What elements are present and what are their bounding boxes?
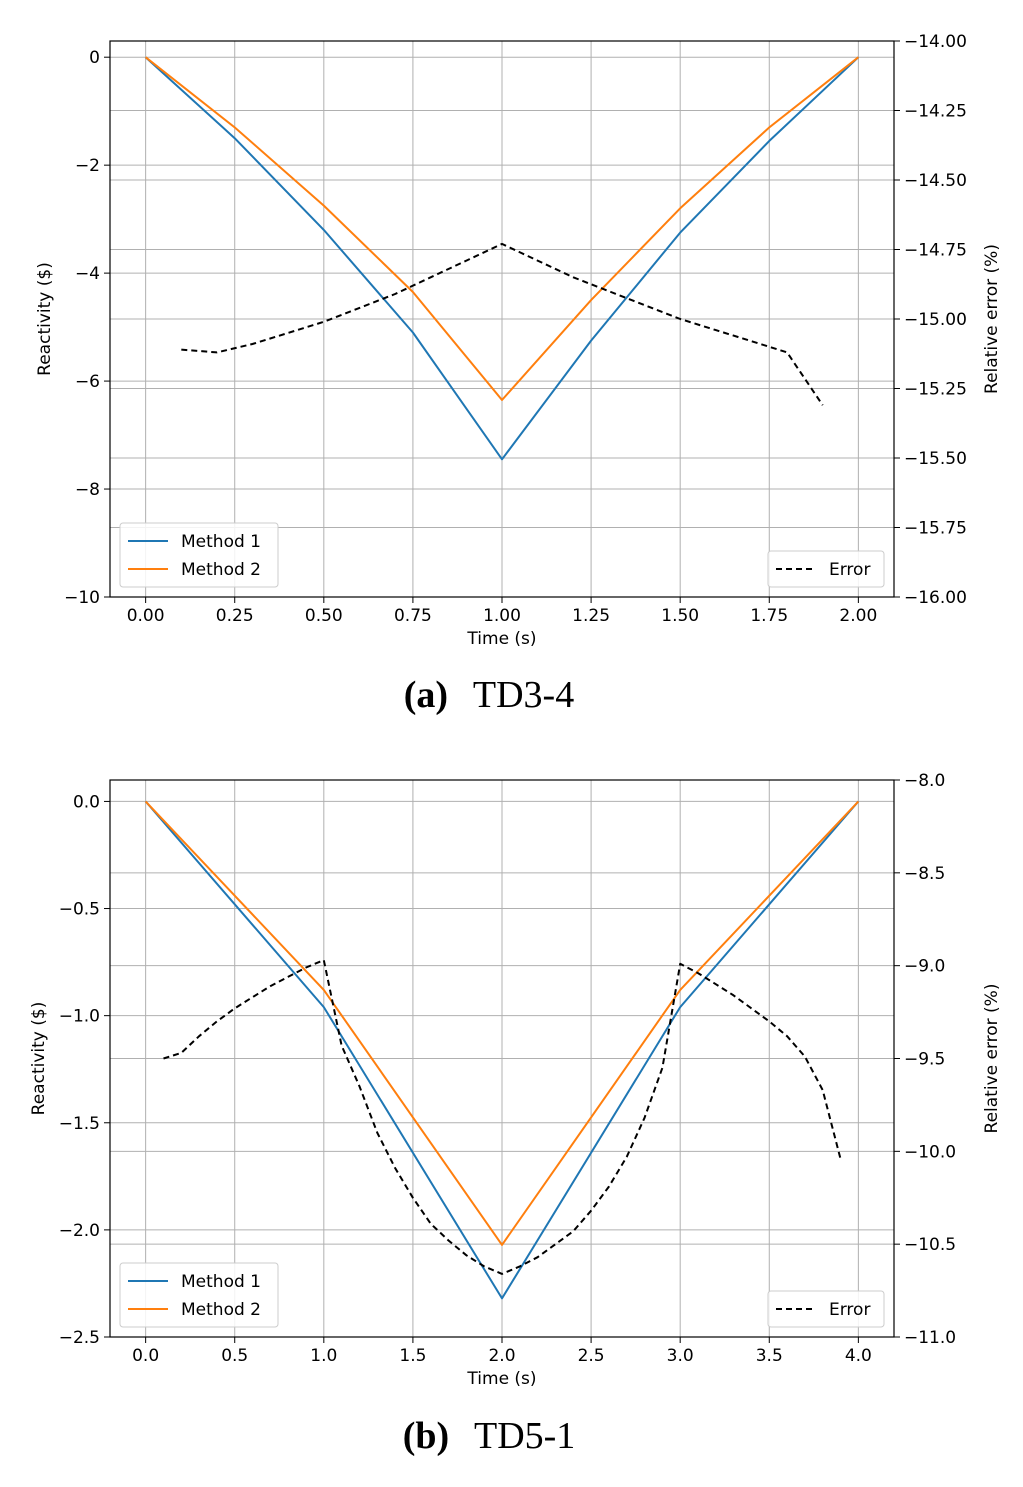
x-tick-label: 3.5 bbox=[756, 1346, 783, 1366]
y-axis-label: Reactivity ($) bbox=[29, 1002, 49, 1116]
x-tick-label: 0.5 bbox=[221, 1346, 248, 1366]
legend-left-box bbox=[119, 522, 279, 588]
legend-left-box bbox=[119, 1262, 279, 1328]
legend-right: Error bbox=[767, 1290, 885, 1328]
series-line-method-2 bbox=[144, 56, 860, 401]
series-line-error bbox=[163, 959, 842, 1275]
series-line-method-1 bbox=[144, 800, 860, 1300]
x-tick-label: 2.0 bbox=[488, 1346, 515, 1366]
y-right-tick-label: −14.50 bbox=[904, 171, 967, 191]
chart-td3-4: 0.00 0.25 0.50 0.75 1.00 1.25 1.50 1.75 2.00 0 −2 −… bbox=[35, 32, 1002, 649]
legend-right-box bbox=[767, 550, 885, 588]
y-tick-label: 0.0 bbox=[73, 792, 100, 812]
x-tick-label: 0.25 bbox=[216, 606, 254, 626]
caption-b: (b) TD5-1 bbox=[403, 1415, 576, 1457]
x-axis-label: Time (s) bbox=[466, 629, 536, 649]
legend-label-error: Error bbox=[829, 1300, 870, 1320]
y-right-tick-label: −15.75 bbox=[904, 519, 967, 539]
caption-b-text: TD5-1 bbox=[474, 1415, 575, 1457]
legend-left: Method 1 Method 2 bbox=[119, 522, 279, 588]
y-right-tick-label: −15.00 bbox=[904, 310, 967, 330]
y-right-tick-label: −8.0 bbox=[904, 771, 945, 791]
y-tick-label: −2.0 bbox=[59, 1221, 100, 1241]
y-tick-label: −1.0 bbox=[59, 1007, 100, 1027]
legend-left: Method 1 Method 2 bbox=[119, 1262, 279, 1328]
y-right-tick-label: −8.5 bbox=[904, 864, 945, 884]
x-tick-label: 0.00 bbox=[127, 606, 165, 626]
x-tick-label: 1.00 bbox=[483, 606, 521, 626]
legend-label-method-2: Method 2 bbox=[181, 1300, 261, 1320]
y-tick-label: −8 bbox=[75, 480, 100, 500]
series-line-method-1 bbox=[144, 56, 860, 461]
x-tick-label: 1.50 bbox=[661, 606, 699, 626]
legend-right-box bbox=[767, 1290, 885, 1328]
y-tick-label: −2.5 bbox=[59, 1328, 100, 1348]
y-right-tick-label: −15.25 bbox=[904, 380, 967, 400]
y-right-tick-label: −9.0 bbox=[904, 957, 945, 977]
legend-label-method-1: Method 1 bbox=[181, 532, 261, 552]
y-right-tick-label: −15.50 bbox=[904, 449, 967, 469]
legend-right: Error bbox=[767, 550, 885, 588]
y-right-tick-label: −11.0 bbox=[904, 1328, 956, 1348]
y-tick-label: −6 bbox=[75, 372, 100, 392]
legend-label-error: Error bbox=[829, 560, 870, 580]
y-tick-label: −10 bbox=[64, 588, 100, 608]
y-right-tick-label: −14.75 bbox=[904, 241, 967, 261]
x-tick-label: 3.0 bbox=[667, 1346, 694, 1366]
y-axis-label: Reactivity ($) bbox=[35, 262, 55, 376]
y-right-tick-label: −14.25 bbox=[904, 102, 967, 122]
y-right-tick-label: −9.5 bbox=[904, 1050, 945, 1070]
series-line-method-2 bbox=[144, 800, 860, 1246]
legend-label-method-2: Method 2 bbox=[181, 560, 261, 580]
caption-a-letter: (a) bbox=[404, 674, 448, 716]
x-axis-label: Time (s) bbox=[466, 1369, 536, 1389]
y-tick-label: −0.5 bbox=[59, 900, 100, 920]
y-tick-label: −2 bbox=[75, 156, 100, 176]
y-right-axis-label: Relative error (%) bbox=[982, 244, 1002, 394]
caption-b-letter: (b) bbox=[403, 1415, 449, 1457]
series-line-error bbox=[181, 242, 824, 406]
y-tick-label: −4 bbox=[75, 264, 100, 284]
x-tick-label: 1.5 bbox=[399, 1346, 426, 1366]
x-tick-label: 0.75 bbox=[394, 606, 432, 626]
legend-label-method-1: Method 1 bbox=[181, 1272, 261, 1292]
x-tick-label: 2.00 bbox=[839, 606, 877, 626]
caption-a-text: TD3-4 bbox=[473, 674, 574, 716]
x-tick-label: 0.50 bbox=[305, 606, 343, 626]
caption-a: (a) TD3-4 bbox=[404, 674, 574, 716]
y-right-tick-label: −14.00 bbox=[904, 32, 967, 52]
y-right-tick-label: −10.5 bbox=[904, 1235, 956, 1255]
x-tick-label: 2.5 bbox=[578, 1346, 605, 1366]
x-tick-label: 0.0 bbox=[132, 1346, 159, 1366]
y-tick-label: −1.5 bbox=[59, 1114, 100, 1134]
x-tick-label: 1.25 bbox=[572, 606, 610, 626]
y-right-tick-label: −10.0 bbox=[904, 1142, 956, 1162]
chart-td5-1: 0.0 0.5 1.0 1.5 2.0 2.5 3.0 3.5 4.0 0.0 −0.5 −1.0 −1… bbox=[29, 771, 1002, 1389]
y-tick-label: 0 bbox=[89, 48, 100, 68]
x-tick-label: 1.0 bbox=[310, 1346, 337, 1366]
y-right-axis-label: Relative error (%) bbox=[982, 984, 1002, 1134]
x-tick-label: 4.0 bbox=[845, 1346, 872, 1366]
x-tick-label: 1.75 bbox=[750, 606, 788, 626]
y-right-tick-label: −16.00 bbox=[904, 588, 967, 608]
